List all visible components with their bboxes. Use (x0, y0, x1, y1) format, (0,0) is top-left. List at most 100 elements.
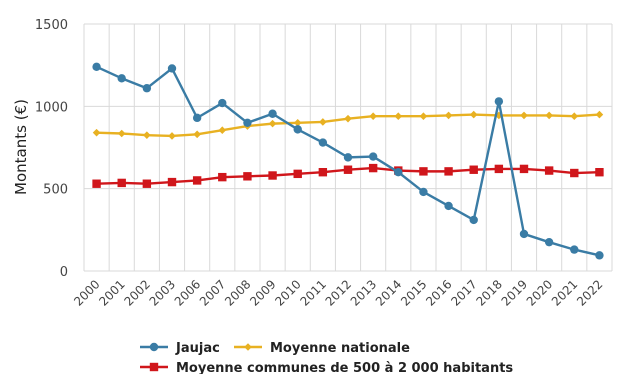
data-point (368, 163, 378, 173)
legend-label: Moyenne nationale (270, 341, 410, 356)
data-point (168, 132, 176, 140)
data-point (469, 165, 478, 174)
data-point (117, 74, 126, 83)
legend-item: Moyenne nationale (234, 341, 410, 356)
data-point (595, 110, 604, 119)
data-point (293, 169, 302, 179)
x-tick-label: 2001 (96, 277, 127, 308)
data-point (319, 118, 327, 126)
legend-item: Moyenne communes de 500 à 2 000 habitant… (140, 361, 513, 374)
x-tick-label: 2002 (121, 277, 152, 308)
x-tick-label: 2008 (222, 277, 253, 308)
data-point (243, 118, 252, 128)
series-1 (92, 110, 604, 140)
data-point (368, 152, 378, 161)
data-point (444, 167, 453, 176)
x-tick-label: 2019 (499, 277, 530, 308)
legend-label: Moyenne communes de 500 à 2 000 habitant… (176, 361, 513, 374)
data-point (167, 64, 177, 73)
legend-item: Jaujac (140, 341, 220, 356)
y-axis-label: Montants (€) (12, 99, 30, 195)
data-point (519, 229, 529, 239)
data-point (343, 153, 353, 162)
legend-marker (149, 342, 159, 352)
x-axis-ticks: 2000200120022003200620072008200920102011… (71, 277, 605, 308)
data-point (192, 113, 202, 123)
data-point (444, 111, 453, 120)
data-point (92, 128, 101, 137)
x-tick-label: 2016 (423, 277, 454, 308)
x-tick-label: 2011 (297, 277, 328, 308)
y-tick-label: 1500 (35, 18, 68, 33)
legend-marker (149, 362, 159, 372)
data-point (419, 167, 428, 176)
data-point (344, 114, 352, 123)
x-tick-label: 2021 (549, 277, 580, 308)
data-point (193, 130, 201, 139)
x-tick-label: 2010 (272, 277, 303, 308)
data-point (520, 111, 528, 120)
y-axis-ticks: 0 500 1000 1500 (35, 18, 68, 280)
x-tick-label: 2020 (524, 277, 555, 308)
series (92, 62, 604, 260)
data-point (268, 109, 277, 118)
data-point (293, 125, 302, 134)
data-point (519, 164, 529, 174)
grid (83, 23, 613, 272)
x-tick-label: 2018 (473, 277, 504, 308)
data-point (218, 172, 227, 182)
data-point (419, 187, 428, 197)
data-point (595, 168, 604, 177)
series-2 (92, 163, 604, 188)
data-point (167, 177, 177, 187)
x-tick-label: 2000 (71, 277, 102, 308)
data-point (293, 119, 302, 127)
y-tick-label: 1000 (35, 100, 68, 115)
y-tick-label: 500 (43, 183, 68, 198)
data-point (494, 164, 504, 174)
x-tick-label: 2003 (147, 277, 178, 308)
legend-marker (244, 343, 252, 351)
data-point (318, 138, 328, 147)
x-tick-label: 2009 (247, 277, 278, 308)
legend-label: Jaujac (175, 341, 220, 356)
data-point (243, 172, 252, 181)
data-point (218, 98, 227, 108)
data-point (570, 245, 579, 254)
data-point (544, 166, 554, 175)
data-point (117, 178, 126, 188)
data-point (268, 171, 277, 180)
data-point (469, 110, 478, 119)
data-point (92, 179, 101, 188)
x-tick-label: 2015 (398, 277, 429, 308)
data-point (318, 168, 328, 177)
series-0 (92, 62, 604, 260)
data-point (142, 179, 152, 188)
data-point (394, 112, 403, 121)
x-tick-label: 2013 (348, 277, 379, 308)
data-point (218, 126, 227, 135)
data-point (545, 111, 553, 120)
data-point (444, 201, 453, 211)
data-point (419, 112, 428, 121)
x-tick-label: 2006 (172, 277, 203, 308)
data-point (142, 84, 152, 93)
x-tick-label: 2007 (197, 277, 228, 308)
data-point (92, 62, 101, 72)
data-point (494, 97, 504, 106)
data-point (117, 129, 126, 138)
data-point (268, 119, 277, 128)
x-tick-label: 2017 (448, 277, 479, 308)
x-tick-label: 2014 (373, 277, 404, 308)
y-tick-label: 0 (60, 265, 68, 280)
data-point (192, 176, 202, 185)
data-point (570, 112, 579, 121)
data-point (595, 251, 604, 260)
data-point (469, 215, 478, 225)
x-tick-label: 2012 (323, 277, 354, 308)
data-point (143, 131, 151, 139)
data-point (544, 237, 554, 247)
data-point (343, 165, 353, 174)
data-point (394, 168, 403, 177)
